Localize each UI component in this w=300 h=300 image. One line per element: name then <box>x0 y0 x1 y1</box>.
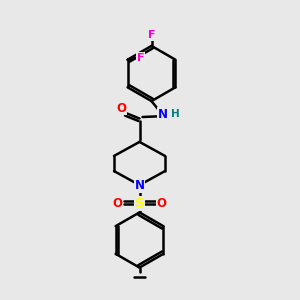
Text: F: F <box>137 53 144 63</box>
Text: F: F <box>148 30 155 40</box>
Text: H: H <box>171 109 180 119</box>
Text: N: N <box>134 178 145 192</box>
Text: S: S <box>135 197 144 210</box>
Text: O: O <box>116 101 126 115</box>
Text: N: N <box>158 107 168 121</box>
Text: O: O <box>157 197 167 210</box>
Text: O: O <box>112 197 122 210</box>
